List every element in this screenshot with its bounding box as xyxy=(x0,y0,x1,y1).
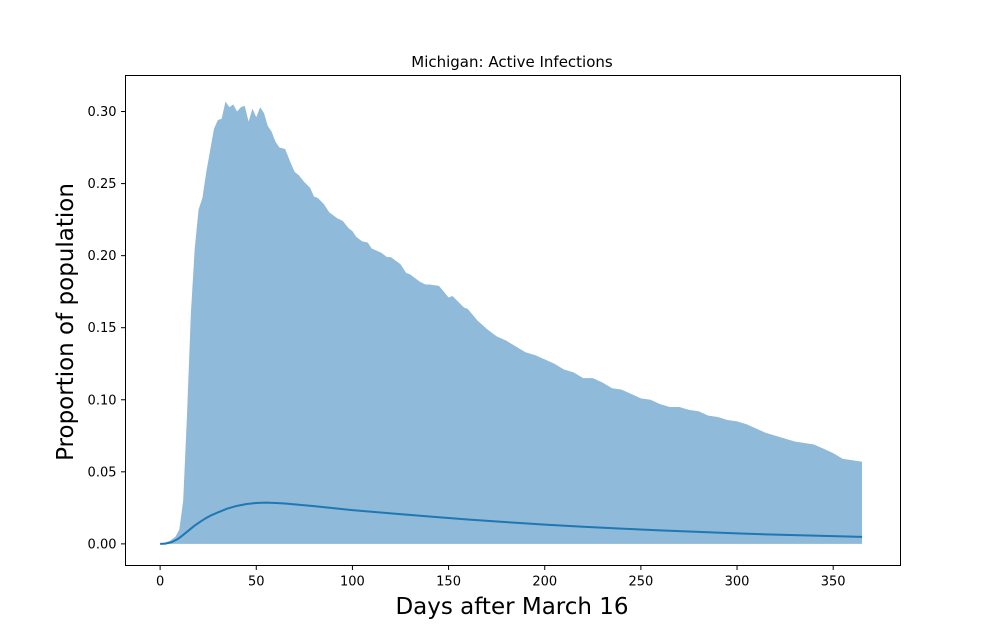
y-tick-label: 0.25 xyxy=(88,177,117,192)
plot-area xyxy=(160,101,863,545)
x-tick-label: 0 xyxy=(156,575,164,590)
y-tick-label: 0.15 xyxy=(88,321,117,336)
y-tick-label: 0.00 xyxy=(88,537,117,552)
chart-title: Michigan: Active Infections xyxy=(411,53,613,71)
y-tick-label: 0.30 xyxy=(88,105,117,120)
x-tick-label: 200 xyxy=(532,575,557,590)
y-tick-label: 0.20 xyxy=(88,249,117,264)
axes-frame xyxy=(125,75,901,566)
y-tick-label: 0.10 xyxy=(88,393,117,408)
x-axis: 0 50 100 150 200 250 300 350 xyxy=(156,565,846,590)
mean-series-line xyxy=(160,501,863,545)
confidence-band-area xyxy=(160,101,863,544)
y-tick-label: 0.05 xyxy=(88,465,117,480)
y-axis: 0.00 0.05 0.10 0.15 0.20 0.25 0.30 xyxy=(88,105,126,552)
x-tick-label: 100 xyxy=(340,575,365,590)
y-axis-title: Proportion of population xyxy=(53,183,79,461)
x-tick-label: 300 xyxy=(725,575,750,590)
x-tick-label: 350 xyxy=(821,575,846,590)
x-tick-label: 50 xyxy=(248,575,265,590)
x-axis-title: Days after March 16 xyxy=(395,594,628,620)
x-tick-label: 150 xyxy=(436,575,461,590)
x-tick-label: 250 xyxy=(628,575,653,590)
